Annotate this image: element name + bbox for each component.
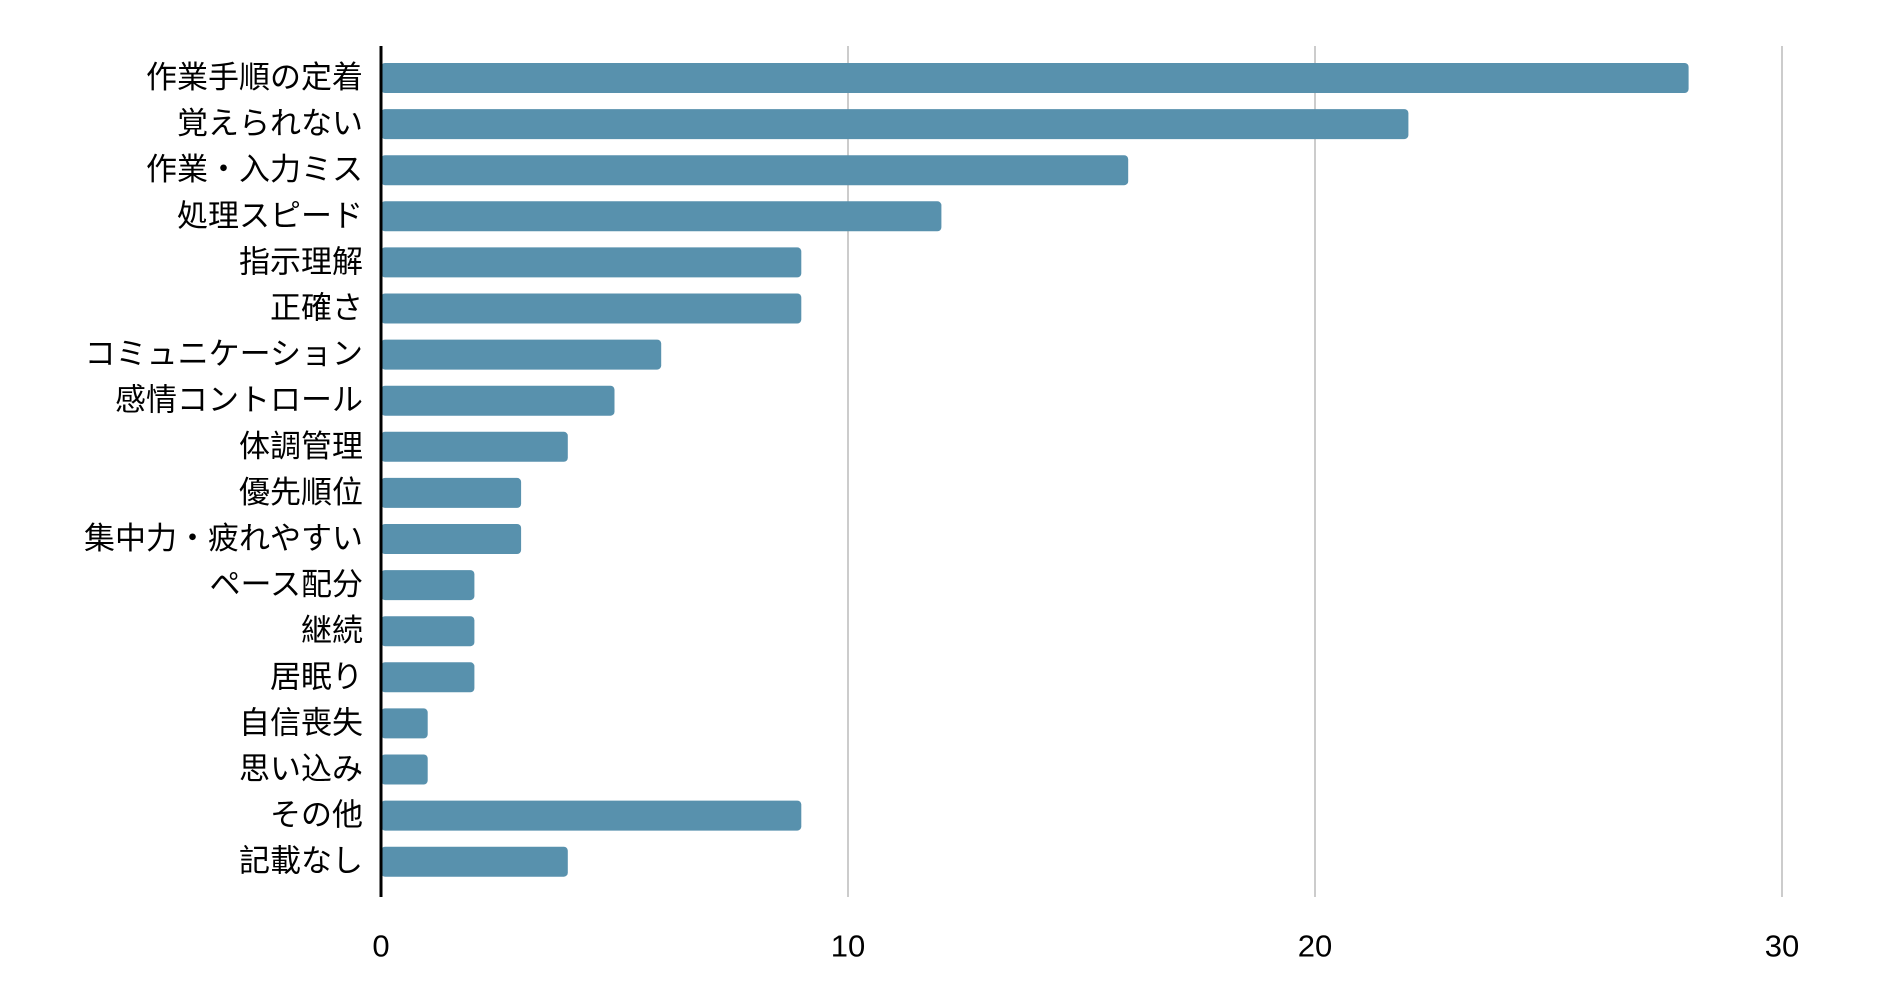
category-labels: 作業手順の定着覚えられない作業・入力ミス処理スピード指示理解正確さコミュニケーシ…	[84, 60, 363, 880]
bar-17	[381, 800, 802, 831]
x-tick-labels: 0 10 20 30	[372, 929, 1799, 964]
x-tick-label-20: 20	[1298, 929, 1332, 964]
bar-5	[381, 247, 802, 278]
bar-15	[381, 708, 428, 739]
bar-16	[381, 754, 428, 785]
category-label-9: 体調管理	[239, 429, 363, 465]
bar-1	[381, 63, 1689, 93]
category-label-6: 正確さ	[270, 291, 363, 327]
category-label-12: ペース配分	[210, 567, 363, 603]
bar-11	[381, 524, 522, 554]
x-tick-label-0: 0	[372, 929, 389, 964]
bar-9	[381, 431, 568, 462]
bars-layer	[381, 63, 1689, 877]
x-tick-label-10: 10	[831, 929, 865, 964]
bar-6	[381, 293, 802, 324]
category-label-4: 処理スピード	[177, 198, 363, 234]
bar-14	[381, 662, 475, 693]
grid-layer	[847, 46, 1783, 897]
category-label-18: 記載なし	[239, 844, 363, 880]
category-label-10: 優先順位	[239, 475, 363, 511]
category-label-15: 自信喪失	[239, 705, 363, 741]
bar-8	[381, 385, 615, 416]
category-label-8: 感情コントロール	[115, 383, 363, 419]
bar-13	[381, 616, 475, 647]
bar-7	[381, 339, 662, 370]
bar-12	[381, 570, 475, 601]
category-label-17: その他	[270, 798, 363, 834]
category-label-13: 継続	[301, 613, 363, 649]
category-label-3: 作業・入力ミス	[146, 152, 363, 188]
category-label-1: 作業手順の定着	[146, 60, 363, 96]
bar-4	[381, 201, 942, 232]
bar-2	[381, 109, 1409, 140]
category-label-11: 集中力・疲れやすい	[84, 521, 363, 557]
category-label-14: 居眠り	[270, 659, 363, 695]
category-label-2: 覚えられない	[177, 106, 363, 142]
bar-18	[381, 846, 568, 877]
category-label-5: 指示理解	[239, 244, 363, 280]
bar-10	[381, 477, 522, 508]
bar-3	[381, 155, 1129, 186]
x-tick-label-30: 30	[1765, 929, 1799, 964]
category-label-16: 思い込み	[239, 752, 363, 788]
category-label-7: コミュニケーション	[85, 337, 363, 373]
